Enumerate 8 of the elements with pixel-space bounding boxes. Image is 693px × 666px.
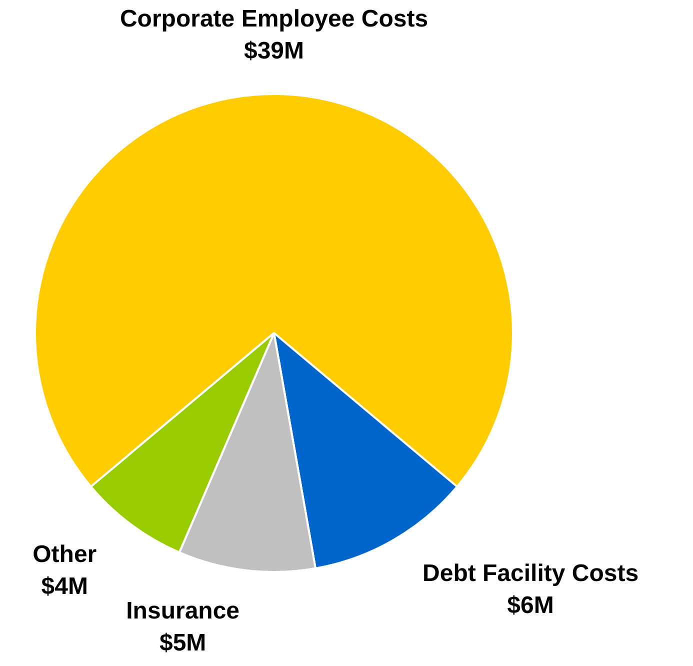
slice-label: Insurance bbox=[126, 598, 240, 625]
slice-label: Other bbox=[32, 540, 97, 568]
slice-label: Corporate Employee Costs bbox=[120, 6, 428, 33]
data-label: $4M bbox=[41, 572, 88, 600]
slice-label: Debt Facility Costs bbox=[422, 560, 639, 587]
data-label: $6M bbox=[507, 592, 554, 619]
data-label: $39M bbox=[244, 38, 304, 65]
data-label: $5M bbox=[159, 630, 206, 657]
